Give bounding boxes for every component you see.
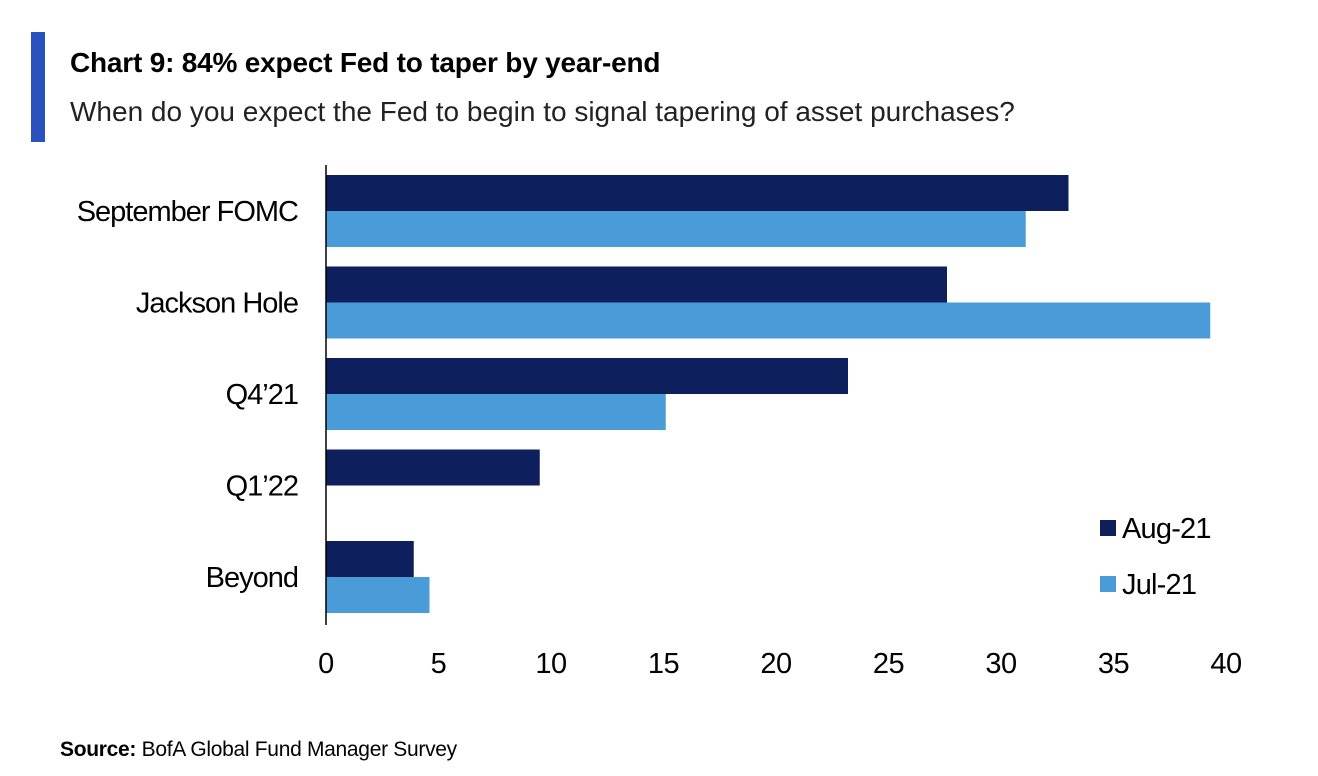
category-label: Beyond	[206, 562, 298, 594]
x-tick-label: 35	[1098, 648, 1129, 680]
bar-aug-21-1	[326, 266, 947, 303]
x-tick-label: 0	[318, 648, 334, 680]
legend-label: Jul-21	[1122, 569, 1196, 601]
x-tick-label: 30	[985, 648, 1016, 680]
chart-title: Chart 9: 84% expect Fed to taper by year…	[70, 47, 661, 78]
x-tick-label: 25	[873, 648, 904, 680]
x-tick-label: 15	[648, 648, 679, 680]
source-label: Source:	[60, 738, 137, 761]
bar-chart: September FOMC Jackson Hole Q4’21 Q1’22 Beyo…	[77, 165, 1242, 680]
legend-swatch-aug-21	[1100, 520, 1116, 536]
x-tick-label: 40	[1210, 648, 1241, 680]
x-tick-label: 5	[431, 648, 447, 680]
category-label: September FOMC	[77, 196, 298, 228]
legend-swatch-jul-21	[1100, 576, 1116, 592]
bar-jul-21-0	[326, 211, 1026, 247]
bar-jul-21-4	[326, 577, 430, 613]
source-text: BofA Global Fund Manager Survey	[141, 738, 458, 761]
bar-aug-21-4	[326, 541, 414, 577]
category-label: Q4’21	[226, 379, 298, 411]
bar-aug-21-3	[326, 449, 540, 486]
bar-jul-21-2	[326, 394, 666, 430]
chart-subtitle: When do you expect the Fed to begin to s…	[70, 96, 1015, 127]
category-label: Q1’22	[226, 471, 298, 503]
accent-bar	[31, 32, 45, 142]
bar-jul-21-1	[326, 302, 1211, 339]
x-tick-label: 10	[535, 648, 566, 680]
source-note: Source: BofA Global Fund Manager Survey	[60, 738, 457, 762]
x-tick-label: 20	[760, 648, 791, 680]
bar-aug-21-2	[326, 358, 848, 394]
bar-aug-21-0	[326, 175, 1069, 211]
category-label: Jackson Hole	[136, 288, 298, 320]
legend-label: Aug-21	[1122, 513, 1211, 545]
